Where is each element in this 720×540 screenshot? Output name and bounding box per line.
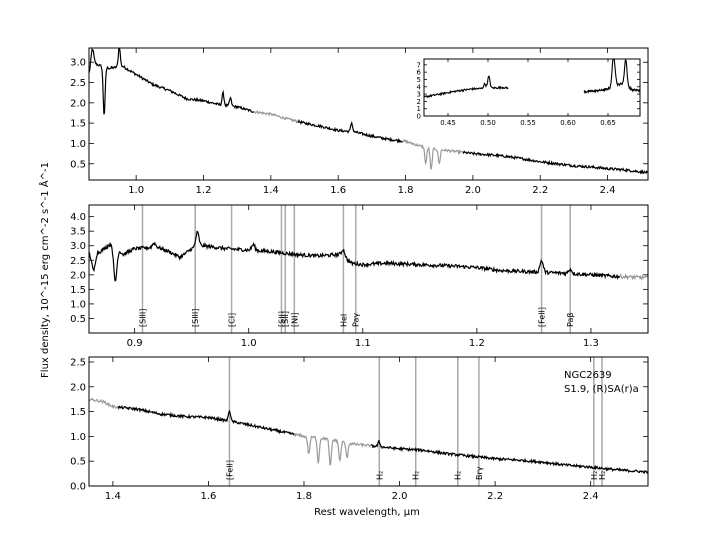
middle-line-label: [SIII] [191,309,200,327]
bottom-spectrum-segment [117,405,295,436]
bottom-xtick-label: 2.2 [487,491,503,502]
middle-telluric-segment [619,273,648,281]
bottom-line-label: H₂ [412,471,421,480]
bottom-line-label: H₂ [454,471,463,480]
inset-xtick-label: 0.50 [480,119,496,127]
top-xtick-label: 1.4 [263,185,279,196]
top-telluric-segment [402,138,464,170]
bottom-line-label: H₂ [375,471,384,480]
middle-line-label: HeI [339,314,348,327]
bottom-ytick-label: 1.0 [70,432,86,443]
bottom-line-label: H₂ [598,471,607,480]
bottom-plot-area: [FeII] H₂ H₂ H₂ Brγ H₂ H₂ [89,357,648,486]
top-xtick-label: 2.4 [600,185,616,196]
inset-ytick-label: 6 [417,69,422,77]
middle-line-label: [SII] [277,311,286,327]
inset-xtick-label: 0.65 [600,119,616,127]
bottom-line-label: [FeII] [225,460,234,480]
inset-ytick-label: 5 [417,76,421,84]
middle-xtick-label: 1.1 [355,338,371,349]
panel-bottom: 1.4 1.6 1.8 2.0 2.2 2.4 0.0 0.5 1.0 1.5 2.0 2.5 [FeI… [70,356,649,502]
inset-xtick-label: 0.45 [440,119,456,127]
annotation-classification: S1.9, (R)SA(r)a [564,384,639,395]
inset-spectrum-segment [583,58,641,95]
top-plot-area [89,48,648,175]
middle-spectrum-segment [89,230,621,282]
middle-line-label: [SIII] [139,309,148,327]
middle-line-label: Paγ [352,313,361,327]
middle-line-label: [CI] [228,313,237,327]
bottom-xtick-label: 2.0 [392,491,408,502]
top-ytick-label: 3.0 [70,58,86,69]
inset-xtick-label: 0.60 [560,119,576,127]
top-xtick-label: 1.8 [398,185,414,196]
middle-line-label: [SII] [281,311,290,327]
panel-top: 1.0 1.2 1.4 1.6 1.8 2.0 2.2 2.4 0.5 1.0 1.5 2.0 2.5 3… [70,47,649,196]
top-spectrum-segment [462,150,648,175]
top-xtick-label: 2.2 [532,185,548,196]
bottom-line-label: Brγ [475,466,484,480]
inset-ytick-label: 7 [417,61,421,69]
bottom-xtick-label: 2.4 [583,491,599,502]
inset-xtick-label: 0.55 [520,119,536,127]
bottom-xtick-label: 1.8 [296,491,312,502]
middle-ytick-label: 0.5 [70,314,86,325]
middle-plot-area: [SIII] [SIII] [CI] [SII][SII] [NI] HeI Paγ [FeI… [89,205,648,333]
bottom-ytick-label: 1.5 [70,407,86,418]
middle-line-label: [FeII] [538,307,547,327]
middle-axes-frame [88,204,649,334]
top-spectrum-segment [297,118,403,144]
y-axis-label: Flux density, 10^-15 erg cm^-2 s^-1 Å^-1 [38,162,51,378]
middle-ytick-label: 2.5 [70,256,86,267]
middle-xtick-label: 1.2 [469,338,485,349]
bottom-ytick-label: 2.5 [70,357,86,368]
top-ytick-label: 1.0 [70,139,86,150]
inset-ytick-label: 0 [417,113,421,121]
inset-ytick-label: 2 [417,98,421,106]
middle-ytick-label: 1.0 [70,299,86,310]
middle-ytick-label: 3.5 [70,227,86,238]
top-ytick-label: 2.5 [70,78,86,89]
inset-ytick-label: 4 [417,83,422,91]
bottom-axes-frame [88,356,649,487]
bottom-xtick-label: 1.4 [105,491,121,502]
top-ytick-label: 1.5 [70,119,86,130]
top-xtick-label: 1.6 [330,185,346,196]
x-axis-label: Rest wavelength, μm [314,507,420,518]
bottom-xtick-label: 1.6 [200,491,216,502]
bottom-ytick-label: 0.5 [70,457,86,468]
top-xtick-label: 2.0 [465,185,481,196]
inset-spectrum-segment [423,75,509,99]
middle-xtick-label: 1.0 [241,338,257,349]
bottom-telluric-segment [89,397,119,410]
middle-xtick-label: 1.3 [583,338,599,349]
top-ytick-label: 2.0 [70,98,86,109]
top-xtick-label: 1.0 [128,185,144,196]
top-axes-frame [88,47,649,181]
bottom-spectrum-segment [370,439,648,474]
top-ytick-label: 0.5 [70,159,86,170]
top-xtick-label: 1.2 [196,185,212,196]
panel-middle: 0.9 1.0 1.1 1.2 1.3 0.5 1.0 1.5 2.0 2.5 3.0 3.5 4.0 [… [70,204,649,349]
top-spectrum-segment [89,48,255,115]
inset-background [424,59,640,116]
bottom-line-label: H₂ [590,471,599,480]
inset-ytick-label: 3 [417,91,421,99]
middle-ytick-label: 3.0 [70,241,86,252]
inset-axes-frame [423,58,641,117]
bottom-telluric-segment [294,432,372,466]
inset-ytick-label: 1 [417,105,421,113]
top-telluric-segment [254,110,299,124]
middle-ytick-label: 1.5 [70,285,86,296]
bottom-ytick-label: 2.0 [70,382,86,393]
middle-line-label: Paβ [566,313,575,327]
bottom-ytick-label: 0.0 [70,482,86,493]
middle-xtick-label: 0.9 [127,338,143,349]
middle-line-label: [NI] [290,312,299,327]
middle-ytick-label: 4.0 [70,212,86,223]
middle-ytick-label: 2.0 [70,270,86,281]
annotation-object-name: NGC2639 [564,370,612,381]
